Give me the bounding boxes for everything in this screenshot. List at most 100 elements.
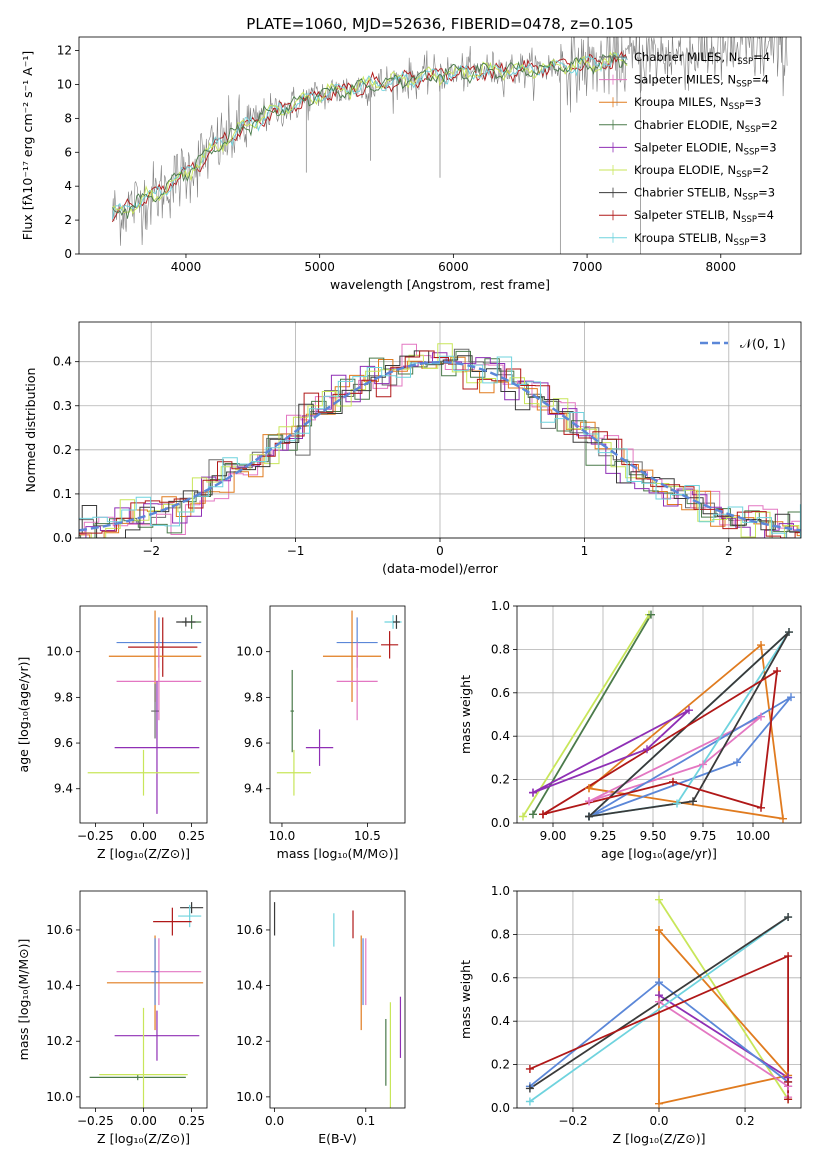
x-tick-label: 7000 (572, 260, 603, 274)
y-tick-label: 8 (64, 111, 72, 125)
axes-frame (269, 890, 406, 1109)
x-tick-label: 1 (581, 544, 589, 558)
legend-label: Chabrier MILES, NSSP=4 (634, 50, 770, 67)
plot-area (87, 610, 202, 814)
axes-frame (516, 605, 802, 824)
y-tick-label: 0 (64, 247, 72, 261)
mass-weight-vs-age-panel: 9.00 9.25 9.50 9.75 10.00 0.0 0.2 0.4 0.6 0.8 1.0 a… (458, 599, 802, 861)
y-tick-label: 0.4 (53, 355, 72, 369)
weight-marker (525, 1084, 534, 1093)
residual-histogram (79, 350, 801, 538)
x-axis-label: mass [log₁₀(M/M⊙)] (277, 846, 399, 861)
y-tick-label: 10.0 (46, 645, 73, 659)
x-tick-label: 0.0 (649, 1114, 668, 1128)
y-axis-label: mass weight (458, 675, 473, 754)
x-tick-label: 9.75 (690, 829, 717, 843)
legend-label: Chabrier ELODIE, NSSP=2 (634, 118, 778, 135)
weight-marker (784, 913, 793, 922)
x-axis-label: age [log₁₀(age/yr)] (601, 846, 717, 861)
x-tick-label: 2 (725, 544, 733, 558)
y-tick-label: 12 (57, 44, 72, 58)
x-tick-label: 10.0 (269, 829, 296, 843)
plot-area (276, 610, 402, 796)
y-tick-label: 0.4 (491, 1014, 510, 1028)
residual-panel: −2 −1 0 1 2 0.0 0.1 0.2 0.3 0.4 (data-model)/error… (23, 321, 802, 576)
x-tick-label: 4000 (171, 260, 202, 274)
y-axis-label: mass [log₁₀(M/M⊙)] (16, 939, 31, 1061)
spectrum-panel: 4000 5000 6000 7000 8000 0 2 4 6 8 10 12 wavelength … (20, 15, 802, 292)
x-tick-label: 0.0 (265, 1114, 284, 1128)
weight-marker (655, 926, 663, 935)
y-tick-label: 0.8 (491, 927, 510, 941)
weight-marker (525, 1064, 534, 1073)
y-tick-label: 0.6 (491, 971, 510, 985)
chart-title: PLATE=1060, MJD=52636, FIBERID=0478, z=0… (246, 15, 633, 33)
mass-vs-extinction-panel: 0.0 0.1 10.0 10.2 10.4 10.6 E(B-V) (236, 890, 406, 1146)
plot-area (273, 902, 402, 1108)
weight-marker (784, 1077, 793, 1086)
y-axis-label: mass weight (458, 960, 473, 1039)
weight-marker (525, 1097, 534, 1106)
x-axis-label: wavelength [Angstrom, rest frame] (330, 277, 550, 292)
y-tick-label: 1.0 (491, 884, 510, 898)
weight-line (532, 614, 652, 815)
y-tick-label: 10.0 (236, 645, 263, 659)
weight-marker (784, 1095, 793, 1104)
weight-marker (655, 1099, 663, 1108)
x-axis-label: Z [log₁₀(Z/Z⊙)] (97, 846, 190, 861)
mass-weight-vs-metallicity-panel: −0.2 0.0 0.2 0.0 0.2 0.4 0.6 0.8 1.0 Z [log₁₀(Z/Z… (458, 884, 802, 1146)
y-tick-label: 2 (64, 213, 72, 227)
x-tick-label: 6000 (438, 260, 469, 274)
x-axis-label: (data-model)/error (382, 561, 499, 576)
weight-marker (757, 712, 765, 721)
weight-marker (585, 812, 593, 821)
weight-marker (647, 610, 655, 619)
x-tick-label: 0 (436, 544, 444, 558)
weight-line (529, 916, 789, 1103)
weight-marker (757, 641, 765, 650)
axes-frame (78, 36, 802, 255)
y-tick-label: 9.8 (244, 690, 263, 704)
x-tick-label: −1 (287, 544, 305, 558)
age-vs-metallicity-panel: −0.25 0.00 0.25 9.4 9.6 9.8 10.0 Z [log₁₀(Z/Z⊙)… (16, 605, 208, 861)
y-tick-label: 0.2 (491, 1058, 510, 1072)
x-tick-label: −0.25 (77, 829, 114, 843)
x-tick-label: 0.25 (178, 829, 205, 843)
observed-spectrum (112, 37, 788, 246)
x-tick-label: 9.50 (640, 829, 667, 843)
weight-marker (699, 760, 707, 769)
y-tick-label: 0.8 (491, 642, 510, 656)
y-tick-label: 9.6 (54, 736, 73, 750)
legend-label: Salpeter MILES, NSSP=4 (634, 73, 769, 90)
weight-line (529, 954, 789, 1100)
weight-marker (787, 693, 795, 702)
weight-marker (585, 797, 593, 806)
weight-line (658, 929, 790, 1105)
x-tick-label: 8000 (706, 260, 737, 274)
residual-histogram (79, 355, 801, 538)
y-tick-label: 0.6 (491, 686, 510, 700)
residual-histogram (79, 352, 801, 538)
weight-line (532, 709, 690, 794)
y-tick-label: 10 (57, 77, 72, 91)
weight-marker (669, 777, 677, 786)
y-tick-label: 10.2 (46, 1034, 73, 1048)
y-tick-label: 9.4 (244, 782, 263, 796)
residual-legend: 𝒩(0, 1) (700, 336, 786, 351)
y-tick-label: 9.6 (244, 736, 263, 750)
y-tick-label: 9.4 (54, 782, 73, 796)
weight-marker (773, 667, 781, 676)
plot-area (522, 614, 792, 820)
weight-line (522, 614, 650, 817)
residual-histogram (79, 350, 801, 538)
residual-histogram (79, 343, 801, 538)
residual-histogram (79, 350, 801, 538)
y-tick-label: 10.2 (236, 1034, 263, 1048)
y-tick-label: 6 (64, 145, 72, 159)
weight-marker (643, 745, 651, 754)
residual-histogram (79, 356, 801, 538)
x-tick-label: 9.00 (540, 829, 567, 843)
x-axis-label: Z [log₁₀(Z/Z⊙)] (97, 1131, 190, 1146)
x-tick-label: 10.5 (354, 829, 381, 843)
